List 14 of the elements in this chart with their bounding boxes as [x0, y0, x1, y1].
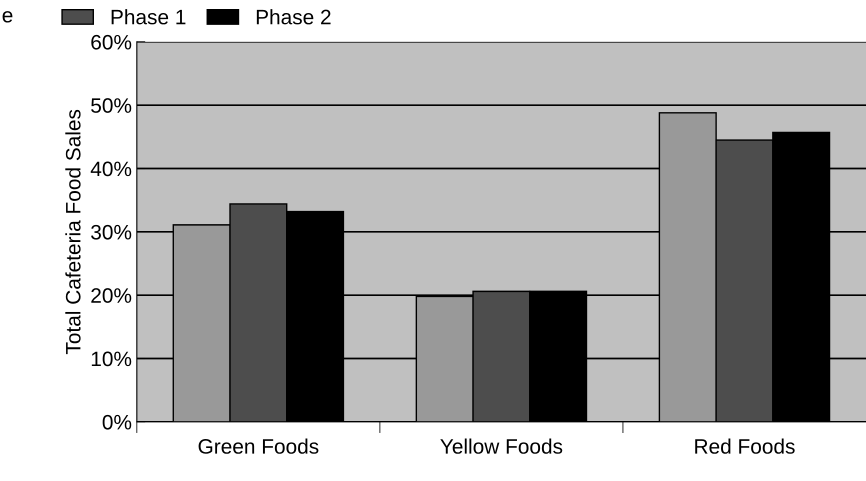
text: e [2, 11, 12, 23]
y-tick-label: 20% [91, 288, 132, 303]
x-tick-label: Red Foods [695, 438, 795, 454]
legend-label: Phase 1 [112, 9, 186, 24]
y-tick-label: 40% [90, 162, 132, 176]
y-tick-label: 0% [102, 414, 132, 430]
y-axis-title: Total Cafeteria Food Sales [65, 110, 81, 354]
y-tick-label: 30% [91, 224, 132, 240]
y-tick-label: 10% [92, 352, 132, 366]
x-tick-label: Yellow Foods [440, 438, 562, 454]
legend-label: Phase 2 [256, 9, 331, 24]
y-tick-label: 50% [91, 98, 132, 113]
y-tick-label: 60% [91, 34, 132, 50]
x-tick-label: Green Foods [198, 438, 318, 454]
